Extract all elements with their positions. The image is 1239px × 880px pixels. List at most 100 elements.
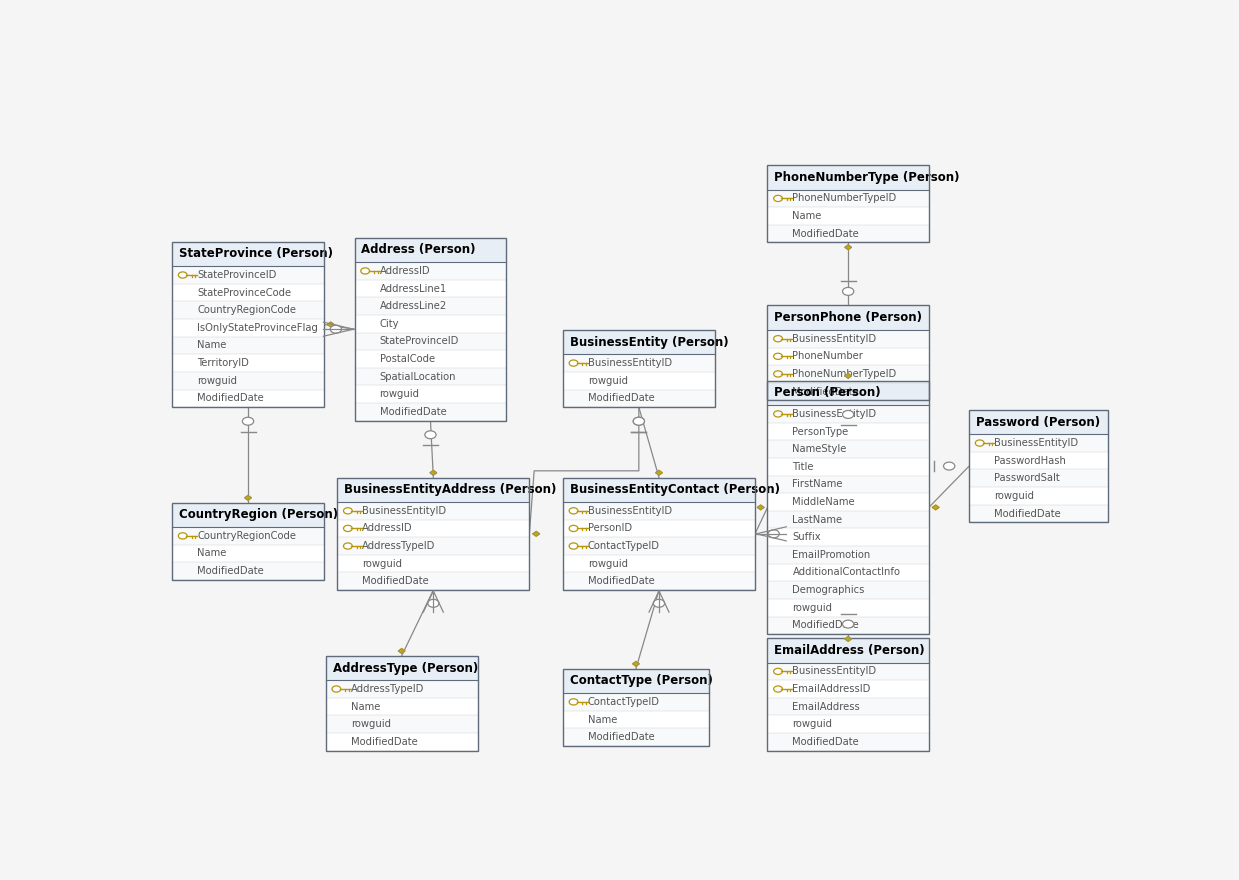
Text: rowguid: rowguid [197,376,237,385]
Bar [767,348,929,365]
Bar [767,165,929,189]
Bar [767,405,929,422]
Text: Name: Name [197,341,227,350]
Bar [767,365,929,383]
Bar [767,383,929,400]
Bar [767,305,929,400]
Text: PasswordSalt: PasswordSalt [994,473,1059,483]
Bar [767,680,929,698]
Text: Suffix: Suffix [793,532,821,542]
Bar [172,502,323,580]
Text: StateProvince (Person): StateProvince (Person) [178,247,333,260]
Bar [767,715,929,733]
Bar [767,305,929,330]
Text: ModifiedDate: ModifiedDate [793,737,859,747]
Text: LastName: LastName [793,515,843,524]
Bar [767,663,929,680]
Polygon shape [757,505,764,510]
Text: PersonType: PersonType [793,427,849,436]
Text: rowguid: rowguid [589,559,628,568]
Bar [767,381,929,634]
Bar [767,528,929,546]
Bar [172,319,323,337]
Text: ContactTypeID: ContactTypeID [589,697,660,707]
Text: BusinessEntityID: BusinessEntityID [793,334,876,344]
Text: PasswordHash: PasswordHash [994,456,1066,466]
Bar [563,355,715,372]
Bar [767,189,929,207]
Circle shape [569,543,577,549]
Bar [172,372,323,390]
Polygon shape [327,322,335,326]
Text: AddressLine1: AddressLine1 [379,283,447,294]
Bar [969,505,1109,523]
Text: rowguid: rowguid [589,376,628,385]
Text: ModifiedDate: ModifiedDate [793,620,859,630]
Circle shape [773,668,783,674]
Bar [767,165,929,243]
Bar [767,493,929,510]
Text: AddressID: AddressID [379,266,430,276]
Polygon shape [430,470,437,475]
Polygon shape [845,373,851,378]
Text: SpatialLocation: SpatialLocation [379,371,456,382]
Bar [172,266,323,284]
Text: ModifiedDate: ModifiedDate [379,407,446,417]
Bar [563,372,715,390]
Bar [563,330,715,355]
Bar [563,478,755,502]
Text: IsOnlyStateProvinceFlag: IsOnlyStateProvinceFlag [197,323,318,333]
Circle shape [243,417,254,425]
Text: ModifiedDate: ModifiedDate [351,737,418,747]
Circle shape [427,599,439,607]
Text: EmailAddressID: EmailAddressID [793,684,871,694]
Polygon shape [655,470,663,475]
Text: rowguid: rowguid [994,491,1035,501]
Bar [767,599,929,617]
Bar [172,562,323,580]
Text: NameStyle: NameStyle [793,444,846,454]
Bar [172,242,323,266]
Circle shape [975,440,984,446]
Circle shape [773,411,783,417]
Bar [767,582,929,599]
Text: FirstName: FirstName [793,480,843,489]
Text: rowguid: rowguid [793,603,833,612]
Bar [563,711,709,729]
Text: PhoneNumber: PhoneNumber [793,351,864,362]
Bar [326,656,477,680]
Bar [767,330,929,348]
Circle shape [331,326,342,334]
Bar [172,502,323,527]
Circle shape [773,195,783,202]
Circle shape [332,686,341,692]
Text: BusinessEntityAddress (Person): BusinessEntityAddress (Person) [344,483,556,496]
Bar [563,519,755,537]
Bar [767,638,929,751]
Text: StateProvinceID: StateProvinceID [197,270,276,280]
Circle shape [343,543,352,549]
Text: StateProvinceCode: StateProvinceCode [197,288,291,297]
Bar [337,478,529,502]
Bar [326,680,477,698]
Text: BusinessEntityID: BusinessEntityID [362,506,446,516]
Bar [337,502,529,519]
Bar [767,638,929,663]
Bar [172,284,323,302]
Bar [326,698,477,715]
Bar [172,302,323,319]
Text: ModifiedDate: ModifiedDate [589,732,654,742]
Bar [767,733,929,751]
Circle shape [178,272,187,278]
Bar [172,390,323,407]
Bar [969,410,1109,434]
Bar [337,555,529,573]
Text: PersonPhone (Person): PersonPhone (Person) [774,312,922,324]
Text: CountryRegionCode: CountryRegionCode [197,305,296,315]
Bar [767,475,929,493]
Bar [767,510,929,528]
Text: rowguid: rowguid [793,719,833,730]
Circle shape [425,431,436,439]
Polygon shape [398,649,405,653]
Text: PostalCode: PostalCode [379,354,435,364]
